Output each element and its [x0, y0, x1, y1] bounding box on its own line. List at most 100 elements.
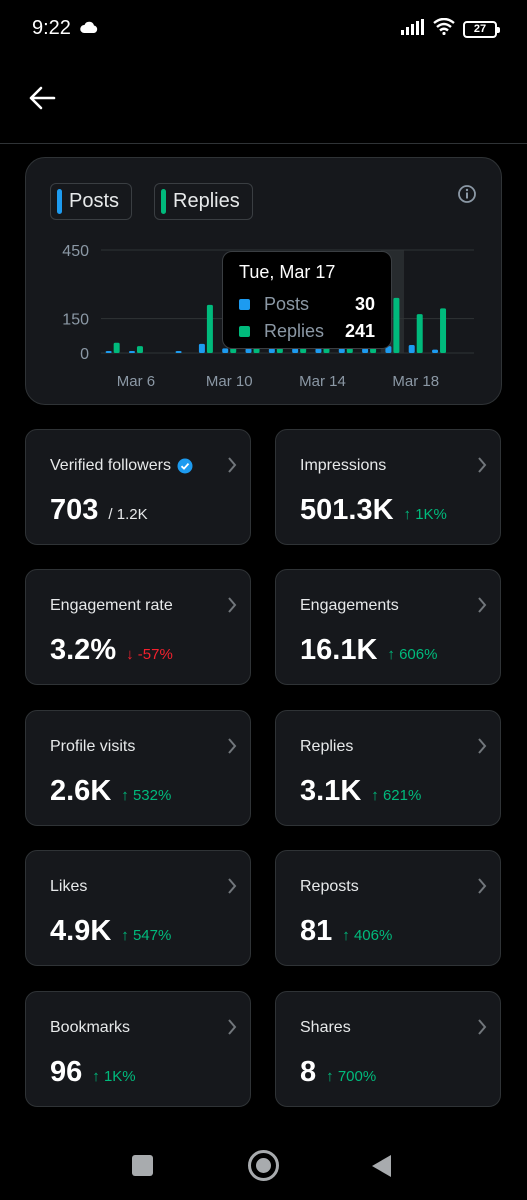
bar-posts — [198, 343, 205, 353]
legend-posts-swatch — [57, 189, 62, 214]
metric-change: 406% — [353, 927, 393, 944]
bar-posts — [385, 346, 392, 353]
metric-card-shares[interactable]: Shares 8 ↑ 700% — [275, 991, 501, 1107]
bar-posts — [315, 348, 322, 353]
tooltip-posts-value: 30 — [354, 294, 375, 314]
metric-card-engagements[interactable]: Engagements 16.1K ↑ 606% — [275, 569, 501, 685]
metric-value: 8 — [300, 1056, 317, 1088]
metric-label: Replies — [300, 738, 354, 755]
metric-value: 501.3K — [300, 494, 394, 526]
metric-change: -57% — [137, 646, 173, 663]
metric-change: 1K% — [103, 1068, 136, 1085]
chevron-right-icon — [227, 456, 237, 479]
metric-label: Bookmarks — [50, 1019, 131, 1036]
legend-replies-chip[interactable]: Replies — [154, 183, 253, 220]
tooltip-row-replies: Replies 241 — [239, 318, 375, 345]
metric-label: Likes — [50, 878, 88, 895]
arrow-up-icon: ↑ — [121, 787, 133, 804]
bar-replies — [136, 346, 143, 353]
chart-tooltip: Tue, Mar 17 Posts 30 Replies 241 — [222, 251, 392, 349]
status-bar: 9:22 27 — [0, 0, 527, 60]
arrow-up-icon: ↑ — [371, 787, 383, 804]
chevron-right-icon — [477, 877, 487, 900]
metric-value: 81 — [300, 915, 333, 947]
metric-label: Profile visits — [50, 738, 136, 755]
metric-card-engagement-rate[interactable]: Engagement rate 3.2% ↓ -57% — [25, 569, 251, 685]
chevron-right-icon — [227, 596, 237, 619]
arrow-up-icon: ↑ — [342, 927, 354, 944]
metric-change: 621% — [382, 787, 422, 804]
metric-card-verified-followers[interactable]: Verified followers 703 / 1.2K — [25, 429, 251, 545]
chevron-right-icon — [477, 1018, 487, 1041]
metric-value-row: 3.1K ↑ 621% — [300, 775, 421, 808]
wifi-icon — [433, 17, 455, 40]
bar-posts — [292, 348, 299, 353]
metric-card-replies[interactable]: Replies 3.1K ↑ 621% — [275, 710, 501, 826]
tooltip-replies-label: Replies — [264, 321, 325, 341]
arrow-up-icon: ↑ — [326, 1068, 338, 1085]
metric-card-bookmarks[interactable]: Bookmarks 96 ↑ 1K% — [25, 991, 251, 1107]
metric-value-row: 3.2% ↓ -57% — [50, 634, 173, 667]
metric-card-reposts[interactable]: Reposts 81 ↑ 406% — [275, 850, 501, 966]
arrow-down-icon: ↓ — [126, 646, 138, 663]
metric-value-row: 16.1K ↑ 606% — [300, 634, 437, 667]
legend-posts-chip[interactable]: Posts — [50, 183, 133, 220]
metric-value-row: 4.9K ↑ 547% — [50, 915, 171, 948]
tooltip-posts-label: Posts — [264, 294, 310, 314]
bar-posts — [432, 349, 439, 353]
header — [0, 60, 527, 144]
metric-change: 700% — [337, 1068, 377, 1085]
metric-value-row: 703 / 1.2K — [50, 494, 148, 527]
x-tick-label: Mar 10 — [206, 373, 253, 390]
chevron-right-icon — [477, 596, 487, 619]
bar-replies — [113, 342, 120, 353]
arrow-up-icon: ↑ — [403, 506, 416, 523]
bar-posts — [338, 348, 345, 353]
tooltip-replies-value: 241 — [344, 321, 375, 341]
metric-change: 532% — [132, 787, 172, 804]
arrow-up-icon: ↑ — [387, 646, 400, 663]
chevron-right-icon — [477, 737, 487, 760]
metric-card-profile-visits[interactable]: Profile visits 2.6K ↑ 532% — [25, 710, 251, 826]
bar-posts — [128, 351, 135, 353]
y-tick-label: 450 — [62, 243, 89, 260]
legend-posts-label: Posts — [69, 190, 120, 212]
system-back-button[interactable] — [371, 1154, 393, 1183]
chevron-right-icon — [227, 737, 237, 760]
bar-posts — [408, 344, 415, 353]
home-button[interactable] — [248, 1150, 279, 1181]
bar-replies — [440, 308, 447, 353]
metric-value-row: 96 ↑ 1K% — [50, 1056, 136, 1089]
signal-icon — [401, 18, 425, 40]
metric-value-row: 501.3K ↑ 1K% — [300, 494, 447, 527]
metric-label: Impressions — [300, 457, 387, 474]
tooltip-date: Tue, Mar 17 — [239, 262, 336, 282]
metric-label: Engagements — [300, 597, 399, 614]
metric-total: / 1.2K — [108, 506, 148, 523]
metric-label: Reposts — [300, 878, 359, 895]
bar-posts — [245, 348, 252, 353]
chevron-right-icon — [477, 456, 487, 479]
metric-value-row: 2.6K ↑ 532% — [50, 775, 171, 808]
cloud-icon — [80, 20, 98, 38]
bar-replies — [416, 314, 423, 353]
metric-card-likes[interactable]: Likes 4.9K ↑ 547% — [25, 850, 251, 966]
metric-change: 1K% — [415, 506, 447, 523]
metric-value-row: 8 ↑ 700% — [300, 1056, 376, 1089]
metric-card-impressions[interactable]: Impressions 501.3K ↑ 1K% — [275, 429, 501, 545]
metric-value: 3.1K — [300, 775, 362, 807]
system-nav-bar — [0, 1130, 527, 1200]
x-tick-label: Mar 18 — [392, 373, 439, 390]
tooltip-replies-swatch — [239, 326, 250, 337]
x-tick-label: Mar 6 — [117, 373, 155, 390]
bar-replies — [206, 304, 213, 353]
back-button[interactable] — [26, 82, 58, 114]
y-tick-label: 150 — [62, 312, 89, 329]
metric-value: 703 — [50, 494, 99, 526]
info-icon[interactable] — [457, 184, 477, 209]
recents-button[interactable] — [132, 1155, 153, 1176]
metric-value-row: 81 ↑ 406% — [300, 915, 392, 948]
metric-change: 547% — [132, 927, 172, 944]
legend-replies-swatch — [161, 189, 166, 214]
arrow-up-icon: ↑ — [121, 927, 133, 944]
